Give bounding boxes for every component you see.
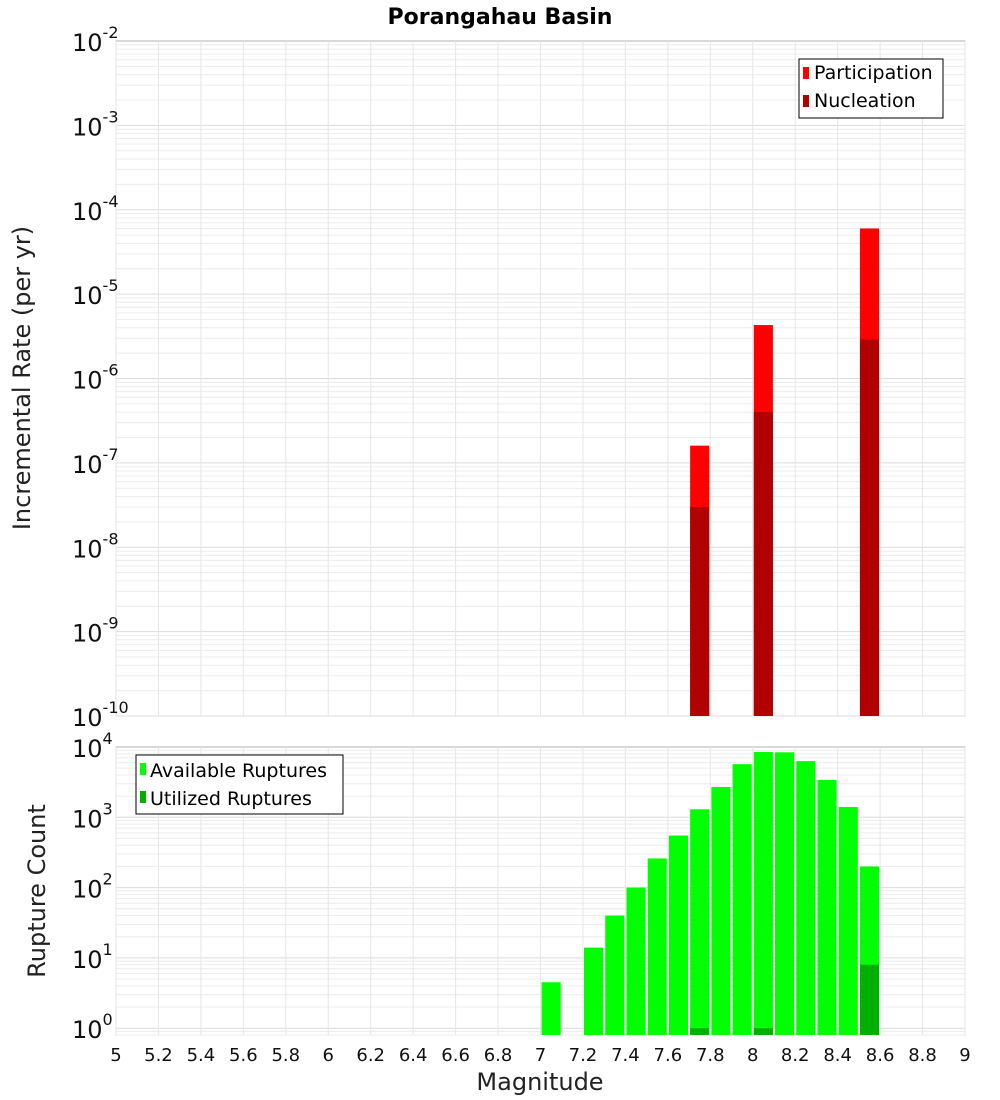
x-tick-label: 8	[747, 1045, 758, 1066]
x-tick-label: 7.4	[611, 1045, 640, 1066]
count-available-ruptures-bar	[626, 887, 646, 1035]
x-tick-label: 5	[110, 1045, 121, 1066]
rate-y-tick-label: 10-9	[72, 614, 119, 648]
top-bars	[690, 228, 880, 716]
x-tick-label: 8.8	[908, 1045, 937, 1066]
count-utilized-ruptures-bar	[753, 1028, 773, 1035]
count-available-ruptures-bar	[817, 779, 837, 1035]
x-tick-label: 7.8	[696, 1045, 725, 1066]
legend-swatch-utilized	[140, 791, 146, 803]
count-available-ruptures-bar	[711, 786, 731, 1035]
count-available-ruptures-bar	[668, 835, 689, 1035]
rate-y-tick-label: 10-2	[72, 23, 119, 57]
x-axis-label: Magnitude	[476, 1068, 603, 1096]
count-y-tick-label: 102	[72, 870, 113, 904]
rate-y-tick-label: 10-4	[72, 192, 119, 226]
count-available-ruptures-bar	[647, 858, 667, 1035]
x-tick-label: 7.2	[569, 1045, 598, 1066]
rate-y-tick-label: 10-5	[72, 276, 119, 310]
count-y-tick-label: 100	[72, 1010, 113, 1044]
count-available-ruptures-bar	[605, 915, 625, 1035]
x-tick-label: 6	[323, 1045, 334, 1066]
x-tick-label: 5.6	[229, 1045, 258, 1066]
count-available-ruptures-bar	[732, 764, 752, 1035]
legend-label-available: Available Ruptures	[150, 760, 327, 782]
x-tick-labels: 5 5.2 5.4 5.6 5.8 6 6.2 6.4 6.6 6.8 7 7.2 7.4 7.6 7.8 8…	[110, 1045, 970, 1066]
x-tick-label: 5.2	[144, 1045, 173, 1066]
legend-label-utilized: Utilized Ruptures	[150, 788, 312, 810]
x-tick-label: 8.4	[823, 1045, 852, 1066]
bottom-bars	[541, 751, 880, 1035]
legend-label-nucleation: Nucleation	[814, 90, 916, 112]
x-tick-label: 6.8	[484, 1045, 513, 1066]
x-tick-label: 6.6	[441, 1045, 470, 1066]
count-available-ruptures-bar	[775, 752, 795, 1035]
x-tick-label: 7	[535, 1045, 546, 1066]
rate-y-tick-label: 10-8	[72, 529, 119, 563]
count-available-ruptures-bar	[753, 751, 773, 1035]
x-tick-label: 8.6	[866, 1045, 895, 1066]
count-y-tick-label: 104	[72, 729, 113, 763]
bottom-legend: Available Ruptures Utilized Ruptures	[135, 754, 344, 815]
rate-y-tick-label: 10-10	[72, 698, 129, 732]
legend-swatch-available	[140, 763, 146, 775]
top-legend: Participation Nucleation	[798, 58, 944, 119]
rate-nucleation-bar	[859, 339, 880, 716]
x-tick-label: 5.4	[187, 1045, 216, 1066]
top-y-axis-label: Incremental Rate (per yr)	[8, 226, 36, 530]
count-utilized-ruptures-bar	[690, 1028, 710, 1035]
legend-swatch-participation	[803, 67, 809, 79]
x-tick-label: 6.4	[399, 1045, 428, 1066]
legend-swatch-nucleation	[803, 95, 809, 107]
x-tick-label: 5.8	[271, 1045, 300, 1066]
count-available-ruptures-bar	[584, 947, 604, 1035]
top-gridlines	[115, 41, 966, 717]
x-tick-label: 8.2	[781, 1045, 810, 1066]
rate-nucleation-bar	[690, 506, 710, 716]
count-y-tick-label: 103	[72, 799, 113, 833]
count-available-ruptures-bar	[541, 982, 561, 1035]
x-tick-label: 7.6	[654, 1045, 683, 1066]
chart-title: Porangahau Basin	[388, 5, 613, 30]
count-y-tick-label: 101	[72, 940, 113, 974]
bottom-y-tick-labels: 100 101 102 103 104	[72, 729, 113, 1044]
rate-y-tick-label: 10-6	[72, 361, 119, 395]
rate-y-tick-label: 10-7	[72, 445, 119, 479]
count-utilized-ruptures-bar	[859, 964, 880, 1035]
count-available-ruptures-bar	[796, 761, 816, 1035]
rate-y-tick-label: 10-3	[72, 107, 119, 141]
count-available-ruptures-bar	[838, 807, 858, 1035]
legend-label-participation: Participation	[814, 62, 933, 84]
x-tick-label: 6.2	[356, 1045, 385, 1066]
x-tick-label: 9	[959, 1045, 970, 1066]
count-available-ruptures-bar	[690, 809, 710, 1035]
rate-nucleation-bar	[753, 412, 773, 716]
bottom-y-axis-label: Rupture Count	[23, 804, 51, 978]
